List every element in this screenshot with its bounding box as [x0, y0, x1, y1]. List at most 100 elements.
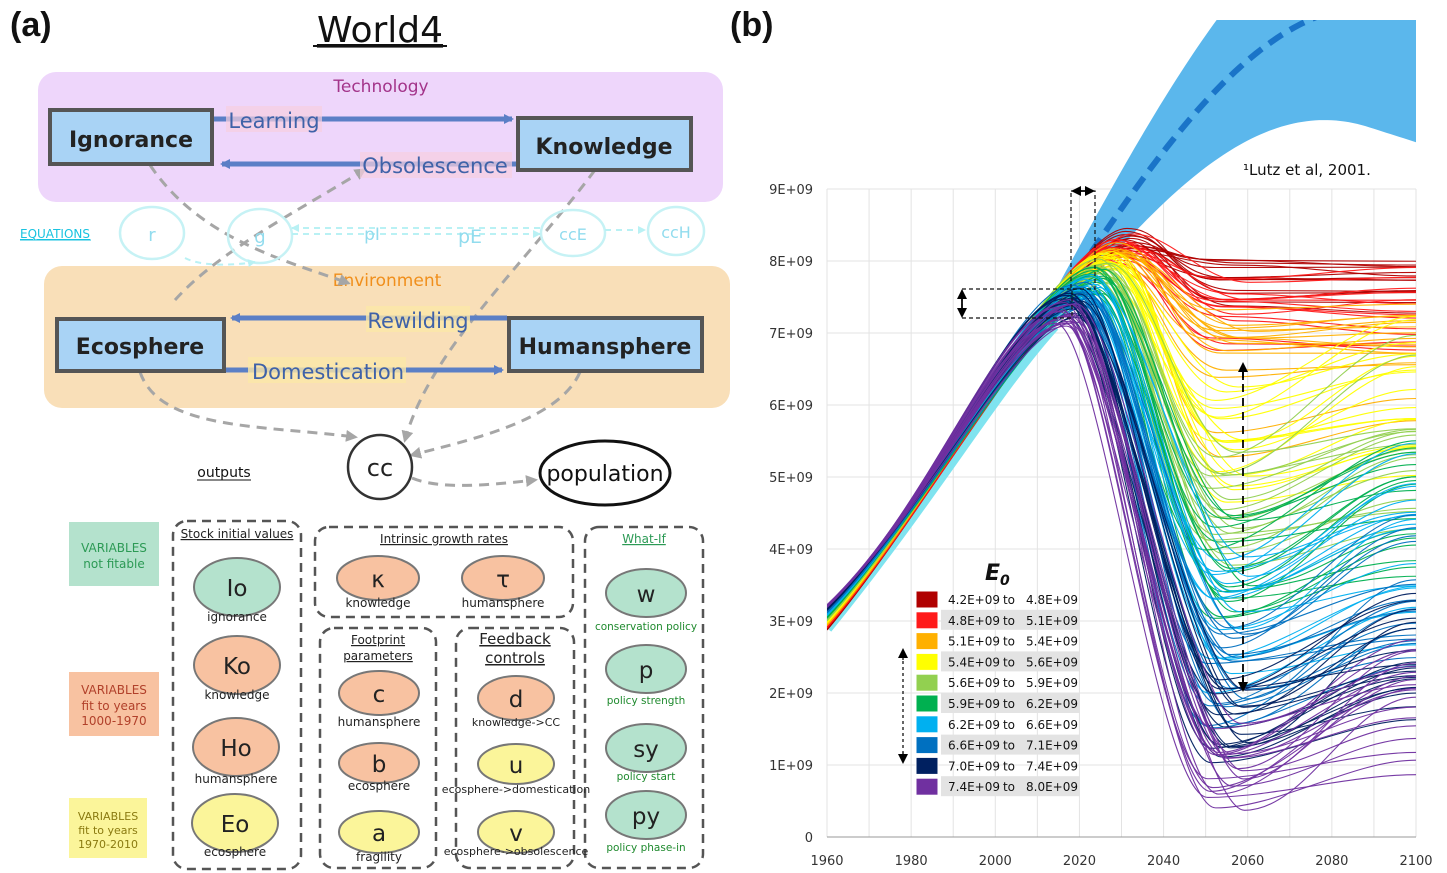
projection-median: [1047, 20, 1318, 316]
param-caption-p: policy strength: [607, 695, 685, 707]
param-caption-py: policy phase-in: [606, 842, 685, 854]
y-tick-label: 3E+09: [769, 615, 813, 630]
y-tick-label: 7E+09: [769, 327, 813, 342]
sim-line: [827, 321, 1417, 755]
legend-fit-early-line3: 1000-1970: [81, 714, 146, 728]
group-stock-title: Stock initial values: [181, 527, 294, 541]
param-caption-d: knowledge->CC: [472, 716, 560, 729]
panel-b-label: (b): [730, 6, 773, 44]
param-symbol-kappa: κ: [371, 567, 385, 593]
legend-to-word: to: [1003, 697, 1015, 711]
param-symbol-tau: τ: [496, 567, 510, 593]
param-symbol-c: c: [373, 682, 386, 708]
legend-title: E: [985, 561, 1000, 586]
outputs-label: outputs: [197, 465, 250, 481]
legend-fit-early: [69, 672, 159, 736]
group-feedback-title-1: Feedback: [479, 630, 551, 648]
param-oval-b: [338, 742, 420, 784]
param-oval-tau: [461, 555, 545, 601]
legend-fit-late-line2: fit to years: [78, 824, 138, 837]
param-caption-b: ecosphere: [348, 779, 410, 793]
ignorance-label: Ignorance: [69, 128, 193, 153]
eq-circle-cch: [646, 205, 706, 257]
technology-label: Technology: [332, 77, 428, 97]
param-caption-sy: policy start: [617, 771, 676, 783]
environment-label: Environment: [333, 271, 442, 291]
y-tick-label: 8E+09: [769, 255, 813, 270]
param-symbol-p: p: [639, 658, 654, 684]
ignorance-stock: [48, 108, 214, 166]
param-symbol-ignorance: Io: [227, 576, 248, 602]
legend-to-word: to: [1003, 739, 1015, 753]
legend-swatch: [915, 736, 939, 755]
cc-label: cc: [367, 454, 393, 482]
equation-circles: r g pI pE ccE ccH: [118, 205, 706, 268]
parameter-group-frames: [171, 519, 705, 871]
param-caption-v: ecosphere->obsolescence: [444, 845, 589, 858]
y-tick-label: 4E+09: [769, 543, 813, 558]
param-oval-a: [338, 810, 420, 854]
legend-not-fitable: [69, 522, 159, 586]
sim-line: [827, 297, 1417, 630]
legend-row-bg: [941, 734, 1080, 755]
param-oval-ecosphere: [191, 793, 279, 853]
e0-legend: E 0 4.2E+09 to 4.8E+094.8E+09 to 5.1E+095.1E…: [898, 561, 1080, 797]
param-caption-a: fragility: [356, 850, 402, 864]
param-caption-w: conservation policy: [595, 621, 697, 633]
group-footprint-title-1: Footprint: [351, 633, 405, 647]
eq-cch: ccH: [661, 223, 691, 242]
eq-circle-cce: [539, 208, 607, 258]
rewilding-label: Rewilding: [367, 309, 468, 333]
x-tick-label: 2080: [1315, 854, 1348, 869]
param-oval-humansphere: [192, 717, 280, 777]
legend-from: 7.0E+09: [948, 759, 1000, 773]
humansphere-stock: [507, 316, 704, 373]
legend-row-bg: [941, 651, 1080, 672]
legend-swatch: [915, 715, 939, 734]
population-label: population: [546, 462, 663, 487]
param-symbol-a: a: [372, 821, 386, 847]
legend-fit-early-line1: VARIABLES: [81, 683, 147, 697]
legend-swatch: [915, 777, 939, 796]
y-tick-label: 0: [805, 831, 813, 846]
param-caption-c: humansphere: [338, 715, 421, 729]
param-oval-c: [338, 670, 420, 716]
param-oval-p: [605, 644, 687, 694]
legend-swatch: [915, 611, 939, 630]
legend-to: 5.4E+09: [1026, 635, 1078, 649]
param-symbol-v: v: [509, 821, 523, 847]
x-tick-label: 2000: [979, 854, 1012, 869]
param-symbol-ecosphere: Eo: [221, 812, 250, 838]
x-tick-label: 2060: [1231, 854, 1264, 869]
domestication-highlight: [248, 357, 406, 383]
param-oval-knowledge: [193, 635, 281, 695]
legend-from: 5.1E+09: [948, 635, 1000, 649]
legend-to: 7.4E+09: [1026, 759, 1078, 773]
legend-not-fitable-line1: VARIABLES: [81, 541, 147, 555]
legend-to: 5.1E+09: [1026, 614, 1078, 628]
equations-link[interactable]: EQUATIONS: [20, 227, 90, 241]
x-tick-label: 2040: [1147, 854, 1180, 869]
sim-line: [827, 306, 1417, 809]
knowledge-label: Knowledge: [535, 135, 672, 160]
y-tick-label: 9E+09: [769, 183, 813, 198]
legend-to: 4.8E+09: [1026, 593, 1078, 607]
legend-swatch: [915, 632, 939, 651]
ecosphere-stock: [55, 317, 226, 373]
param-oval-v: [477, 810, 555, 854]
sim-line: [827, 304, 1417, 772]
panel-a-label: (a): [10, 6, 52, 44]
learning-label: Learning: [228, 109, 319, 133]
group-intrinsic-title: Intrinsic growth rates: [380, 532, 508, 546]
legend-swatch: [915, 590, 939, 609]
y-tick-label: 6E+09: [769, 399, 813, 414]
legend-fit-late-line3: 1970-2010: [78, 838, 138, 851]
group-feedback-title-2: controls: [485, 649, 545, 667]
y-tick-label: 2E+09: [769, 687, 813, 702]
sim-line: [827, 316, 1417, 735]
legend-fit-late-line1: VARIABLES: [78, 810, 138, 823]
legend-from: 5.9E+09: [948, 697, 1000, 711]
legend-from: 5.4E+09: [948, 655, 1000, 669]
legend-fit-late: [69, 798, 147, 858]
